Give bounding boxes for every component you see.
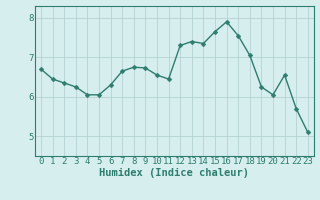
X-axis label: Humidex (Indice chaleur): Humidex (Indice chaleur) [100,168,249,178]
